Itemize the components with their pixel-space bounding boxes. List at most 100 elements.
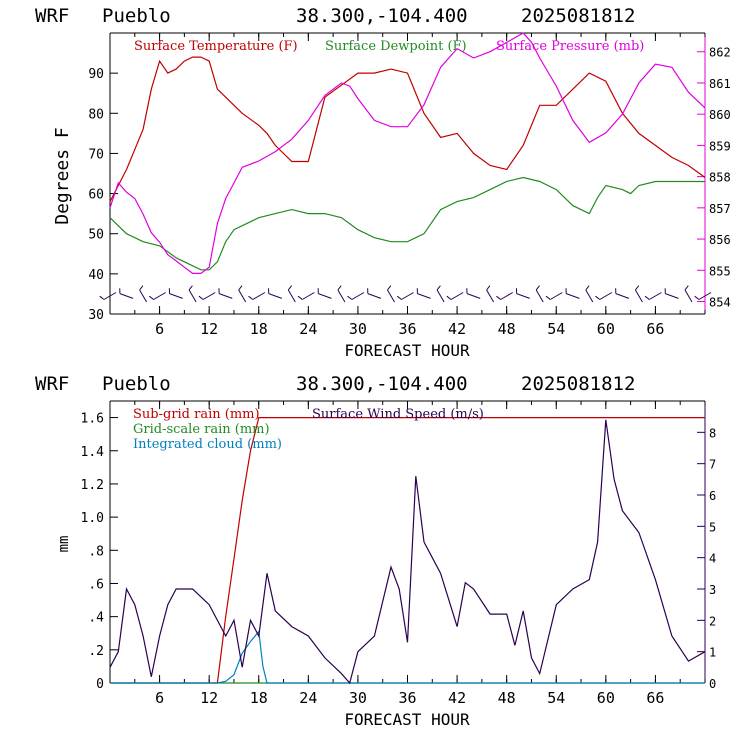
wind-barb-shaft	[252, 292, 266, 300]
wind-barb-flag	[139, 285, 144, 291]
wind-barb-shaft	[417, 293, 431, 299]
wind-barb	[168, 288, 183, 299]
wind-barb	[486, 285, 495, 303]
wind-barb	[436, 285, 445, 303]
chart1-x-tick-label: 60	[597, 320, 615, 338]
wind-barb-flag	[119, 288, 121, 294]
chart1-x-tick-label: 36	[398, 320, 416, 338]
chart1-ylabel: Degrees F	[52, 127, 73, 225]
chart2-y-tick-label: 1.2	[81, 478, 104, 493]
wind-barb-flag	[416, 288, 418, 294]
wind-barb-flag	[188, 285, 193, 291]
chart1-y2-tick-label: 858	[709, 171, 731, 185]
wind-barb-shaft	[169, 293, 183, 299]
wind-barb-shaft	[466, 293, 481, 299]
chart2-init: 2025081812	[521, 373, 635, 395]
wind-barb	[218, 288, 233, 299]
wind-barb	[416, 288, 431, 299]
chart1-station: Pueblo	[102, 5, 171, 27]
chart1-plot: 6 12 18 24 30 36 42 48 54 60 66 30 40 50 60 70 80 90 854 85…	[88, 32, 731, 338]
wind-barb-flag	[218, 288, 220, 294]
chart1-y-tick-label: 90	[88, 67, 104, 82]
chart2-x-tick-label: 36	[398, 689, 416, 707]
wind-barb	[585, 285, 594, 303]
wind-barb-shaft	[634, 289, 643, 303]
chart2-x-tick-label: 6	[155, 689, 164, 707]
chart2-series-line	[110, 630, 705, 684]
chart2-ylabel: mm	[56, 536, 72, 553]
chart1-y2-tick-label: 854	[709, 296, 731, 310]
wind-barb	[297, 292, 315, 300]
wind-barb	[268, 288, 283, 299]
wind-barb-shaft	[351, 292, 365, 300]
wind-barb-shaft	[450, 292, 464, 300]
chart2-model: WRF	[35, 373, 69, 395]
chart2-y2-tick-label: 5	[709, 520, 716, 534]
chart1-y-tick-label: 70	[88, 147, 104, 162]
chart2-y2-tick-label: 7	[709, 458, 716, 472]
chart2-legend-entry: Integrated cloud (mm)	[133, 437, 282, 452]
wind-barb-flag	[635, 285, 640, 291]
wind-barb-flag	[387, 285, 392, 291]
chart1-series-line	[109, 176, 705, 271]
chart2-xlabel: FORECAST HOUR	[344, 710, 470, 729]
chart2-y-tick-label: .8	[88, 544, 104, 559]
chart2-y2-tick-label: 3	[709, 583, 716, 597]
chart1-x-tick-label: 66	[646, 320, 664, 338]
wind-barb	[347, 292, 365, 300]
chart2-y2-tick-label: 8	[709, 426, 716, 440]
chart1-xlabel: FORECAST HOUR	[344, 341, 470, 360]
chart1-coords: 38.300,-104.400	[296, 5, 468, 27]
wind-barb-flag	[535, 285, 540, 291]
wind-barb-flag	[486, 285, 491, 291]
chart1-y-tick-label: 80	[88, 107, 104, 122]
chart2-y2-tick-label: 1	[709, 646, 716, 660]
wind-barb-shaft	[566, 293, 580, 299]
wind-barb	[139, 285, 148, 303]
wind-barb-flag	[436, 285, 441, 291]
wind-barb-shaft	[615, 293, 630, 299]
chart2-x-tick-label: 48	[498, 689, 516, 707]
wind-barb-flag	[515, 288, 518, 294]
wind-barb-flag	[337, 285, 342, 291]
wind-barb	[535, 285, 544, 303]
chart2-y2-tick-label: 2	[709, 614, 716, 628]
chart1-legend-entry: Surface Pressure (mb)	[496, 39, 644, 54]
chart2-y-tick-label: .4	[88, 611, 104, 626]
wind-barb	[317, 288, 332, 299]
wind-barb-shaft	[649, 292, 662, 300]
chart2-x-tick-label: 18	[250, 689, 268, 707]
wind-barb	[119, 288, 134, 299]
wind-barb	[148, 292, 166, 300]
chart1-series-line	[109, 56, 706, 202]
wind-barb	[287, 285, 296, 303]
wind-barb-shaft	[500, 292, 514, 300]
chart1-x-tick-label: 30	[349, 320, 367, 338]
wind-barb-flag	[396, 295, 402, 300]
chart2-x-tick-label: 60	[597, 689, 615, 707]
wind-barb-flag	[684, 285, 689, 291]
chart1-x-tick-label: 18	[250, 320, 268, 338]
chart2-header: WRF Pueblo 38.300,-104.400 2025081812	[35, 373, 635, 395]
wind-barb-shaft	[516, 293, 530, 299]
chart2-x-tick-label: 54	[547, 689, 565, 707]
chart1-y2-tick-label: 855	[709, 264, 731, 278]
chart1-x-tick-label: 24	[299, 320, 317, 338]
wind-barb-shaft	[218, 293, 233, 299]
wind-barb-flag	[347, 295, 353, 300]
wind-barb	[694, 292, 712, 300]
wind-barb-shaft	[367, 293, 382, 299]
wind-barb-shaft	[401, 292, 414, 300]
chart1-model: WRF	[35, 5, 69, 27]
wind-barb	[248, 292, 266, 300]
wind-barb-flag	[287, 285, 293, 291]
wind-barb	[396, 292, 414, 300]
wind-barb	[466, 288, 481, 299]
chart1-y-tick-label: 50	[88, 228, 104, 243]
wind-barb-shaft	[188, 289, 197, 303]
chart1-x-tick-label: 12	[200, 320, 218, 338]
chart1-x-tick-label: 42	[448, 320, 466, 338]
wind-barb-shaft	[119, 293, 134, 299]
wind-barb-flag	[496, 295, 501, 300]
wind-barb-flag	[466, 288, 468, 294]
